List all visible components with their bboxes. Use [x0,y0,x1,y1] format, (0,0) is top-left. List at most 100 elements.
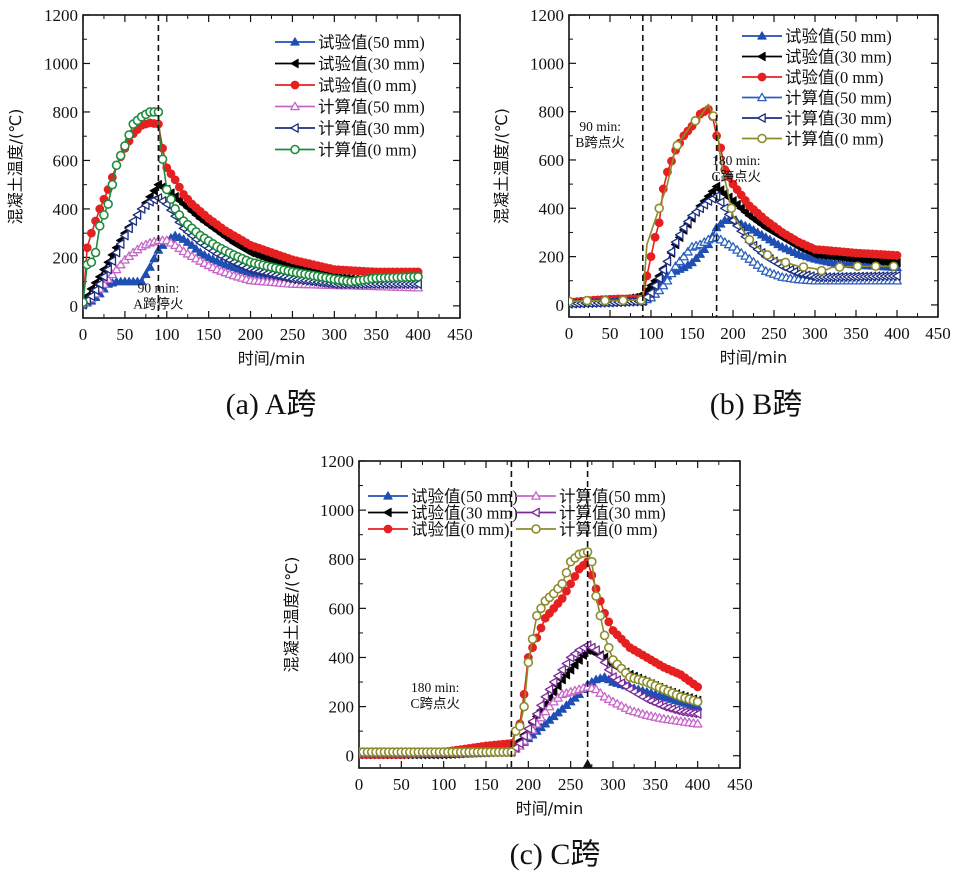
y-axis-title: 混凝土温度/(℃) [282,557,301,673]
data-point [120,230,129,241]
x-tick-label: 400 [884,324,910,343]
data-point [852,261,863,272]
data-point [678,251,689,261]
y-tick-label: 1000 [530,54,564,73]
x-tick-label: 150 [473,775,499,794]
data-point [561,567,572,578]
data-point [650,232,660,242]
y-tick-label: 1200 [320,452,354,471]
annotation-text: A跨停火 [133,296,183,312]
data-point [187,240,197,249]
data-point [527,716,537,727]
y-tick-label: 0 [70,297,79,316]
data-point [562,586,571,596]
x-tick-label: 350 [843,324,869,343]
data-point [570,660,579,670]
data-point [548,677,558,687]
legend-item: 计算值(30 mm) [275,119,425,138]
data-point [672,140,683,151]
legend-marker-icon [290,80,300,90]
data-point [141,269,151,279]
legend-marker-icon [290,37,300,46]
data-point [603,664,613,675]
data-point [603,642,614,653]
data-point [166,194,176,205]
data-point [692,709,702,719]
data-point [762,250,773,260]
legend-item: 计算值(30 mm) [742,109,892,128]
y-tick-label: 800 [539,103,565,122]
data-point [888,261,899,272]
data-point [670,261,681,271]
legend-item: 试验值(30 mm) [368,504,518,523]
legend-item: 计算值(0 mm) [275,141,417,160]
data-point [716,143,726,153]
data-point [115,239,125,249]
annotation-text: B跨点火 [575,135,625,150]
panel-caption: (c) C跨 [510,838,601,871]
data-point [124,130,134,140]
data-point [540,691,550,702]
data-point [666,268,677,278]
legend-label: 试验值(0 mm) [318,76,417,95]
data-point [834,262,845,272]
data-point [595,688,606,697]
data-point [740,207,749,217]
x-tick-label: 350 [643,775,669,794]
series-group [359,547,703,760]
legend-item: 计算值(0 mm) [516,520,658,539]
data-point [536,700,545,711]
chart-b: 0 50 100 150 200 250 300 350 400 450 0 200 400 600 800… [492,6,951,421]
x-tick-label: 400 [685,775,711,794]
legend-item: 计算值(50 mm) [516,487,666,506]
legend-label: 试验值(50 mm) [318,33,425,52]
data-point [678,222,688,233]
annotation-text: 90 min: [579,119,621,134]
data-point [145,262,155,271]
legend-item: 试验值(30 mm) [742,48,892,67]
data-point [604,617,614,627]
data-point [149,253,159,263]
data-point [132,210,142,220]
data-point [654,218,664,228]
legend-label: 试验值(30 mm) [785,48,892,67]
legend-item: 试验值(0 mm) [742,68,884,87]
data-point [515,738,524,749]
legend-item: 试验值(50 mm) [742,27,892,46]
data-point [124,223,133,234]
legend-marker-icon [757,92,767,102]
data-point [103,199,113,209]
data-point [519,701,529,712]
legend-label: 试验值(50 mm) [411,487,518,506]
data-point [136,276,147,286]
data-point [527,634,538,644]
data-point [553,671,562,681]
y-tick-label: 1000 [320,501,354,520]
data-point [149,186,158,196]
y-tick-label: 400 [329,648,355,667]
legend-item: 计算值(30 mm) [516,504,666,523]
x-tick-label: 50 [116,325,133,344]
data-point [544,701,555,711]
data-point [646,287,655,298]
data-point [591,645,600,655]
x-tick-label: 100 [154,325,180,344]
data-point [519,689,529,699]
data-point [595,651,605,662]
legend-marker-icon [290,101,300,111]
x-tick-label: 250 [761,324,787,343]
data-point [183,237,193,246]
data-point [174,195,183,206]
legend-label: 试验值(0 mm) [411,520,510,539]
data-point [99,210,109,220]
data-point [157,240,168,249]
data-point [599,630,610,641]
legend-item: 试验值(0 mm) [368,520,510,539]
series-group [569,103,902,309]
legend-marker-icon [531,507,540,518]
y-tick-label: 600 [539,151,565,170]
data-point [646,252,656,261]
series-5 [83,107,423,308]
x-tick-label: 200 [720,324,746,343]
legend-label: 计算值(0 mm) [318,141,417,160]
